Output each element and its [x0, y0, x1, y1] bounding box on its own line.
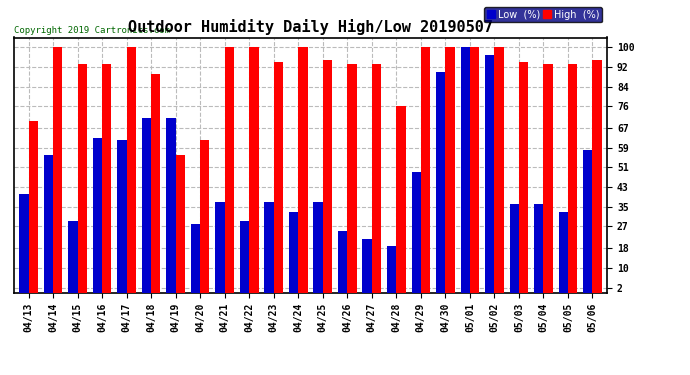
Bar: [298, 47, 308, 292]
Bar: [215, 202, 225, 292]
Bar: [396, 106, 406, 292]
Bar: [362, 238, 372, 292]
Bar: [28, 121, 38, 292]
Bar: [240, 221, 249, 292]
Title: Outdoor Humidity Daily High/Low 20190507: Outdoor Humidity Daily High/Low 20190507: [128, 19, 493, 35]
Bar: [126, 47, 136, 292]
Bar: [568, 64, 578, 292]
Bar: [544, 64, 553, 292]
Bar: [176, 155, 185, 292]
Bar: [411, 172, 421, 292]
Bar: [166, 118, 176, 292]
Bar: [19, 194, 28, 292]
Bar: [534, 204, 544, 292]
Bar: [225, 47, 234, 292]
Bar: [436, 72, 445, 292]
Bar: [77, 64, 87, 292]
Bar: [92, 138, 102, 292]
Bar: [495, 47, 504, 292]
Bar: [583, 150, 593, 292]
Bar: [102, 64, 111, 292]
Bar: [200, 141, 210, 292]
Bar: [421, 47, 430, 292]
Bar: [372, 64, 381, 292]
Bar: [460, 47, 470, 292]
Bar: [274, 62, 283, 292]
Bar: [191, 224, 200, 292]
Bar: [323, 60, 332, 292]
Bar: [387, 246, 396, 292]
Bar: [519, 62, 529, 292]
Bar: [249, 47, 259, 292]
Legend: Low  (%), High  (%): Low (%), High (%): [484, 7, 602, 22]
Bar: [485, 55, 495, 292]
Bar: [43, 155, 53, 292]
Bar: [264, 202, 274, 292]
Bar: [151, 74, 161, 292]
Bar: [593, 60, 602, 292]
Bar: [53, 47, 62, 292]
Bar: [117, 141, 126, 292]
Text: Copyright 2019 Cartronics.com: Copyright 2019 Cartronics.com: [14, 26, 170, 35]
Bar: [510, 204, 519, 292]
Bar: [445, 47, 455, 292]
Bar: [313, 202, 323, 292]
Bar: [142, 118, 151, 292]
Bar: [559, 211, 568, 292]
Bar: [68, 221, 77, 292]
Bar: [347, 64, 357, 292]
Bar: [470, 47, 479, 292]
Bar: [289, 211, 298, 292]
Bar: [338, 231, 347, 292]
